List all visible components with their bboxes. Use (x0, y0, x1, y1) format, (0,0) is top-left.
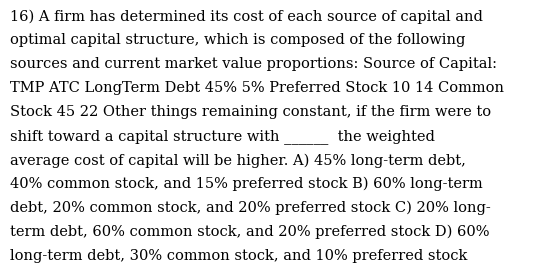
Text: sources and current market value proportions: Source of Capital:: sources and current market value proport… (10, 57, 497, 71)
Text: optimal capital structure, which is composed of the following: optimal capital structure, which is comp… (10, 33, 465, 47)
Text: shift toward a capital structure with ______  the weighted: shift toward a capital structure with __… (10, 129, 435, 144)
Text: debt, 20% common stock, and 20% preferred stock C) 20% long-: debt, 20% common stock, and 20% preferre… (10, 201, 491, 215)
Text: Stock 45 22 Other things remaining constant, if the firm were to: Stock 45 22 Other things remaining const… (10, 105, 491, 119)
Text: long-term debt, 30% common stock, and 10% preferred stock: long-term debt, 30% common stock, and 10… (10, 249, 468, 263)
Text: TMP ATC LongTerm Debt 45% 5% Preferred Stock 10 14 Common: TMP ATC LongTerm Debt 45% 5% Preferred S… (10, 81, 504, 95)
Text: average cost of capital will be higher. A) 45% long-term debt,: average cost of capital will be higher. … (10, 153, 466, 168)
Text: 40% common stock, and 15% preferred stock B) 60% long-term: 40% common stock, and 15% preferred stoc… (10, 177, 483, 191)
Text: 16) A firm has determined its cost of each source of capital and: 16) A firm has determined its cost of ea… (10, 10, 483, 24)
Text: term debt, 60% common stock, and 20% preferred stock D) 60%: term debt, 60% common stock, and 20% pre… (10, 225, 489, 239)
